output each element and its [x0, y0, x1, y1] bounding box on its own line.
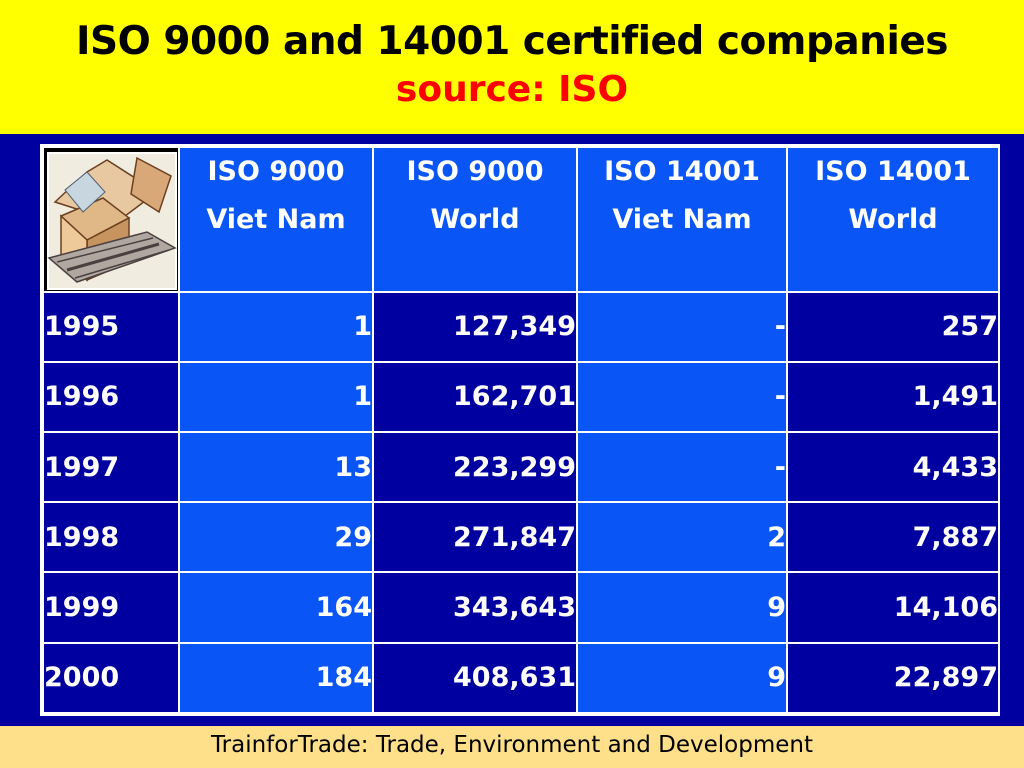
- header-icon-cell: [42, 146, 180, 293]
- iso9000-vietnam-cell: 13: [178, 430, 374, 504]
- iso9000-world-cell: 271,847: [372, 501, 578, 574]
- iso9000-vietnam-cell: 164: [178, 571, 374, 644]
- column-header-line1: ISO 14001: [604, 156, 760, 187]
- table-row: 1997 13 223,299 - 4,433: [42, 430, 1000, 504]
- column-header-iso14001-vietnam: ISO 14001 Viet Nam: [576, 146, 788, 293]
- iso14001-vietnam-cell: 9: [576, 641, 788, 715]
- footer-band: TrainforTrade: Trade, Environment and De…: [0, 726, 1024, 768]
- iso9000-world-cell: 162,701: [372, 360, 578, 433]
- year-cell: 2000: [42, 641, 180, 715]
- box-conveyor-icon: [47, 151, 177, 290]
- column-header-line2: Viet Nam: [206, 204, 346, 235]
- year-cell: 1995: [42, 290, 180, 363]
- column-header-iso9000-vietnam: ISO 9000 Viet Nam: [178, 146, 374, 293]
- column-header-line2: World: [430, 204, 520, 235]
- column-header-line1: ISO 9000: [207, 156, 345, 187]
- iso9000-vietnam-cell: 1: [178, 290, 374, 363]
- footer-text: TrainforTrade: Trade, Environment and De…: [210, 732, 814, 758]
- iso14001-world-cell: 22,897: [786, 641, 1000, 715]
- year-cell: 1997: [42, 430, 180, 504]
- column-header-line2: World: [848, 204, 938, 235]
- iso14001-vietnam-cell: -: [576, 430, 788, 504]
- column-header-line1: ISO 14001: [815, 156, 971, 187]
- table-row: 1998 29 271,847 2 7,887: [42, 501, 1000, 574]
- table-row: 2000 184 408,631 9 22,897: [42, 641, 1000, 715]
- iso9000-world-cell: 408,631: [372, 641, 578, 715]
- year-cell: 1996: [42, 360, 180, 433]
- iso9000-vietnam-cell: 184: [178, 641, 374, 715]
- iso14001-vietnam-cell: 2: [576, 501, 788, 574]
- column-header-iso9000-world: ISO 9000 World: [372, 146, 578, 293]
- page-title: ISO 9000 and 14001 certified companies: [76, 19, 948, 64]
- iso9000-world-cell: 343,643: [372, 571, 578, 644]
- column-header-iso14001-world: ISO 14001 World: [786, 146, 1000, 293]
- table-row: 1995 1 127,349 - 257: [42, 290, 1000, 363]
- data-table-frame: ISO 9000 Viet Nam ISO 9000 World ISO 140…: [40, 144, 1000, 716]
- iso9000-world-cell: 223,299: [372, 430, 578, 504]
- iso14001-world-cell: 257: [786, 290, 1000, 363]
- title-band: ISO 9000 and 14001 certified companies s…: [0, 0, 1024, 134]
- iso9000-vietnam-cell: 29: [178, 501, 374, 574]
- iso14001-world-cell: 1,491: [786, 360, 1000, 433]
- iso14001-vietnam-cell: 9: [576, 571, 788, 644]
- iso14001-vietnam-cell: -: [576, 360, 788, 433]
- iso14001-world-cell: 7,887: [786, 501, 1000, 574]
- certification-table: ISO 9000 Viet Nam ISO 9000 World ISO 140…: [42, 146, 1000, 715]
- column-header-line2: Viet Nam: [612, 204, 752, 235]
- column-header-line1: ISO 9000: [406, 156, 544, 187]
- year-cell: 1999: [42, 571, 180, 644]
- table-row: 1999 164 343,643 9 14,106: [42, 571, 1000, 644]
- table-header-row: ISO 9000 Viet Nam ISO 9000 World ISO 140…: [42, 146, 1000, 293]
- iso14001-vietnam-cell: -: [576, 290, 788, 363]
- iso9000-vietnam-cell: 1: [178, 360, 374, 433]
- iso9000-world-cell: 127,349: [372, 290, 578, 363]
- iso14001-world-cell: 14,106: [786, 571, 1000, 644]
- table-row: 1996 1 162,701 - 1,491: [42, 360, 1000, 433]
- iso14001-world-cell: 4,433: [786, 430, 1000, 504]
- page-subtitle: source: ISO: [395, 69, 629, 110]
- year-cell: 1998: [42, 501, 180, 574]
